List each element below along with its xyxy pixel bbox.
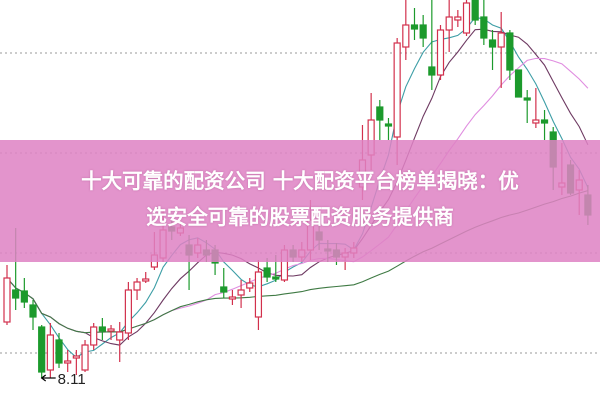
candle-up [64,360,72,364]
candle-up [436,29,445,76]
candle-up [3,277,11,323]
candle-down [384,123,393,127]
title-line-1: 十大可靠的配资公司 十大配资平台榜单揭晓：优 [81,169,519,193]
candle-down [523,97,531,101]
candle-down [376,106,384,121]
candle-up [532,119,540,124]
candle-down [29,304,37,318]
candle-up [142,278,150,282]
candle-down [220,286,228,293]
candle-up [393,42,401,138]
candle-up [497,32,505,48]
article-title: 十大可靠的配资公司 十大配资平台榜单揭晓：优 选安全可靠的股票配资服务提供商 [0,163,600,235]
candle-up [107,328,115,332]
annotation-arrowhead [40,374,47,382]
candle-down [55,339,63,364]
candle-down [272,276,280,280]
candle-down [263,267,271,278]
ma10-line [6,28,589,346]
candle-down [471,0,479,21]
candle-up [228,296,237,300]
title-banner [0,140,600,262]
candle-down [428,66,436,76]
title-line-2: 选安全可靠的股票配资服务提供商 [146,205,454,229]
candle-down [38,326,46,373]
candle-up [254,271,263,318]
candle-up [133,281,141,291]
candle-up [237,289,245,296]
candle-down [514,69,523,98]
candle-up [445,16,453,31]
candle-down [506,32,514,71]
candle-up [72,355,80,359]
candle-down [488,39,497,48]
candle-down [20,290,28,303]
candle-up [116,331,124,341]
candle-down [98,326,106,332]
candle-up [402,24,410,48]
candle-up [81,344,89,371]
candle-up [462,2,471,34]
candle-up [46,334,54,371]
candle-down [410,24,419,30]
candle-up [90,326,98,346]
candle-down [540,119,549,124]
candle-up [246,282,254,289]
candle-down [12,289,20,299]
low-price-label: 8.11 [58,371,86,388]
candle-up [454,16,462,21]
candle-down [419,24,427,39]
candle-up [124,289,132,334]
candle-down [480,16,488,39]
